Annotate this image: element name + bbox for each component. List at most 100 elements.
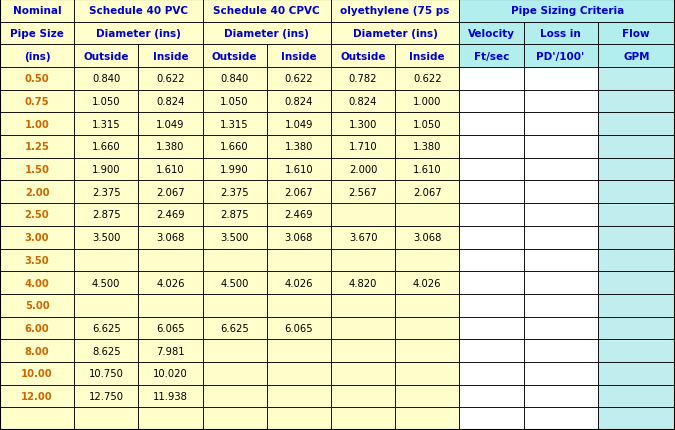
- Text: 4.026: 4.026: [285, 278, 313, 288]
- Bar: [459, 226, 524, 249]
- Bar: [395, 113, 459, 136]
- Bar: [459, 45, 524, 68]
- Bar: [597, 91, 675, 113]
- Bar: [331, 407, 395, 430]
- Bar: [331, 23, 459, 45]
- Bar: [331, 362, 395, 385]
- Bar: [459, 113, 524, 136]
- Text: 1.300: 1.300: [349, 120, 377, 129]
- Text: 1.610: 1.610: [413, 165, 441, 175]
- Text: 4.820: 4.820: [349, 278, 377, 288]
- Text: 1.25: 1.25: [24, 142, 49, 152]
- Text: 0.824: 0.824: [285, 97, 313, 107]
- Text: Nominal: Nominal: [13, 6, 61, 16]
- Text: 1.380: 1.380: [285, 142, 313, 152]
- Bar: [395, 45, 459, 68]
- Bar: [74, 23, 202, 45]
- Text: 10.020: 10.020: [153, 369, 188, 378]
- Bar: [524, 317, 597, 339]
- Bar: [524, 181, 597, 204]
- Bar: [395, 158, 459, 181]
- Bar: [138, 362, 202, 385]
- Bar: [74, 204, 138, 226]
- Bar: [202, 23, 331, 45]
- Bar: [74, 272, 138, 294]
- Text: 1.610: 1.610: [156, 165, 185, 175]
- Bar: [524, 136, 597, 158]
- Bar: [267, 272, 331, 294]
- Text: 1.050: 1.050: [413, 120, 441, 129]
- Bar: [597, 23, 675, 45]
- Bar: [138, 407, 202, 430]
- Bar: [138, 249, 202, 272]
- Text: Diameter (ins): Diameter (ins): [352, 29, 437, 39]
- Bar: [74, 226, 138, 249]
- Bar: [74, 249, 138, 272]
- Text: 4.500: 4.500: [92, 278, 120, 288]
- Bar: [459, 136, 524, 158]
- Text: 2.469: 2.469: [284, 210, 313, 220]
- Bar: [267, 136, 331, 158]
- Text: Inside: Inside: [153, 52, 188, 61]
- Bar: [597, 272, 675, 294]
- Text: 2.375: 2.375: [220, 187, 249, 197]
- Text: 1.050: 1.050: [92, 97, 120, 107]
- Bar: [395, 362, 459, 385]
- Bar: [202, 68, 267, 91]
- Text: (ins): (ins): [24, 52, 51, 61]
- Bar: [331, 339, 395, 362]
- Bar: [267, 91, 331, 113]
- Bar: [524, 113, 597, 136]
- Text: 1.710: 1.710: [349, 142, 377, 152]
- Text: 0.782: 0.782: [349, 74, 377, 84]
- Bar: [0, 226, 74, 249]
- Bar: [74, 181, 138, 204]
- Text: 3.068: 3.068: [285, 233, 313, 243]
- Text: 0.824: 0.824: [156, 97, 184, 107]
- Text: 3.00: 3.00: [25, 233, 49, 243]
- Bar: [395, 272, 459, 294]
- Bar: [524, 272, 597, 294]
- Bar: [202, 317, 267, 339]
- Bar: [331, 385, 395, 407]
- Bar: [459, 0, 675, 23]
- Bar: [331, 136, 395, 158]
- Bar: [459, 294, 524, 317]
- Text: Diameter (ins): Diameter (ins): [224, 29, 309, 39]
- Text: 6.065: 6.065: [284, 323, 313, 333]
- Bar: [597, 249, 675, 272]
- Bar: [459, 407, 524, 430]
- Bar: [0, 385, 74, 407]
- Bar: [138, 91, 202, 113]
- Bar: [459, 317, 524, 339]
- Text: 12.750: 12.750: [88, 391, 124, 401]
- Bar: [74, 113, 138, 136]
- Text: 1.000: 1.000: [413, 97, 441, 107]
- Text: Schedule 40 PVC: Schedule 40 PVC: [89, 6, 188, 16]
- Bar: [0, 204, 74, 226]
- Bar: [74, 0, 202, 23]
- Bar: [459, 249, 524, 272]
- Bar: [331, 226, 395, 249]
- Text: 3.068: 3.068: [413, 233, 441, 243]
- Bar: [331, 249, 395, 272]
- Text: 1.315: 1.315: [220, 120, 249, 129]
- Bar: [524, 68, 597, 91]
- Text: 2.00: 2.00: [25, 187, 49, 197]
- Text: 6.00: 6.00: [25, 323, 49, 333]
- Text: olyethylene (75 ps: olyethylene (75 ps: [340, 6, 450, 16]
- Bar: [459, 362, 524, 385]
- Bar: [202, 226, 267, 249]
- Bar: [138, 181, 202, 204]
- Bar: [138, 45, 202, 68]
- Bar: [202, 181, 267, 204]
- Text: 2.067: 2.067: [413, 187, 441, 197]
- Text: Outside: Outside: [340, 52, 386, 61]
- Bar: [0, 407, 74, 430]
- Text: Inside: Inside: [410, 52, 445, 61]
- Bar: [74, 294, 138, 317]
- Bar: [524, 226, 597, 249]
- Bar: [138, 317, 202, 339]
- Text: 2.875: 2.875: [92, 210, 121, 220]
- Bar: [597, 204, 675, 226]
